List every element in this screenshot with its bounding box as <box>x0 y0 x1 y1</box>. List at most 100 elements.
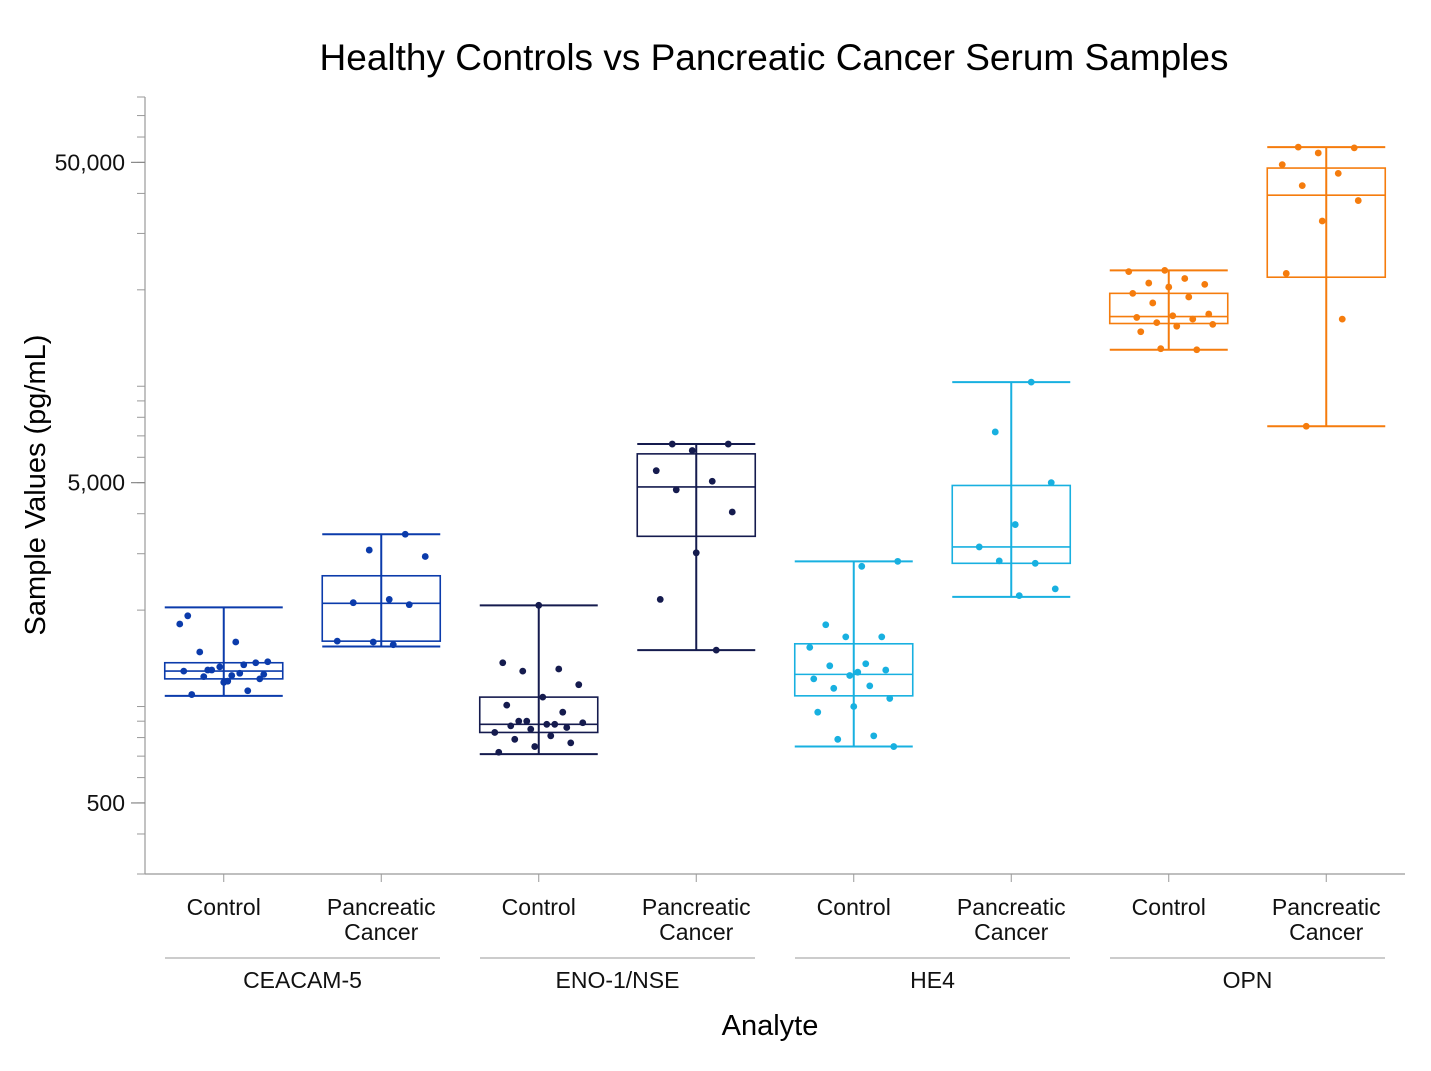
data-point <box>668 440 676 448</box>
plot-area <box>163 143 1387 756</box>
data-point <box>1278 161 1286 169</box>
data-point <box>523 717 531 725</box>
data-point <box>1318 217 1326 225</box>
x-axis-title: Analyte <box>722 1010 819 1042</box>
box <box>951 484 1072 565</box>
data-point <box>830 684 838 692</box>
data-point <box>401 530 409 538</box>
data-point <box>208 666 216 674</box>
data-point <box>1149 299 1157 307</box>
data-point <box>224 677 232 685</box>
data-point <box>862 660 870 668</box>
data-point <box>547 732 555 740</box>
data-point <box>567 739 575 747</box>
data-point <box>180 667 188 675</box>
data-point <box>1294 143 1302 151</box>
group-label: CEACAM-5 <box>243 967 362 993</box>
data-point <box>1165 283 1173 291</box>
data-point <box>1145 279 1153 287</box>
data-point <box>349 599 357 607</box>
data-point <box>511 735 519 743</box>
y-tick-label: 500 <box>87 790 125 816</box>
group-label: ENO-1/NSE <box>556 967 680 993</box>
data-point <box>894 557 902 565</box>
data-point <box>858 562 866 570</box>
x-tick-label: Cancer <box>1289 919 1363 945</box>
box <box>1108 292 1229 325</box>
data-point <box>515 717 523 725</box>
data-point <box>176 620 184 628</box>
data-point <box>531 743 539 750</box>
data-point <box>878 633 886 641</box>
data-point <box>535 601 543 609</box>
x-tick-label: Control <box>1132 894 1206 920</box>
data-point <box>1153 319 1161 327</box>
data-point <box>333 637 341 645</box>
data-point <box>559 708 567 716</box>
x-tick-label: Control <box>187 894 261 920</box>
data-point <box>1169 312 1177 320</box>
box <box>478 696 599 734</box>
data-point <box>688 447 696 454</box>
data-point <box>1125 268 1133 276</box>
y-tick-label: 5,000 <box>67 470 125 496</box>
box <box>1266 167 1387 279</box>
data-point <box>1298 182 1306 190</box>
data-point <box>672 486 680 494</box>
data-point <box>1193 346 1201 354</box>
data-point <box>184 612 192 620</box>
data-point <box>1157 345 1165 353</box>
data-point <box>991 428 999 436</box>
data-point <box>866 682 874 690</box>
data-point <box>527 725 535 733</box>
data-point <box>1185 293 1193 301</box>
axes: 500 5,000 50,000 <box>55 96 1405 882</box>
data-point <box>882 666 890 674</box>
data-point <box>236 669 244 677</box>
group-label: OPN <box>1223 967 1273 993</box>
data-point <box>1137 328 1145 336</box>
data-point <box>1027 378 1035 386</box>
box <box>793 642 914 697</box>
box <box>636 453 757 538</box>
data-point <box>503 701 511 709</box>
data-point <box>724 440 732 448</box>
data-point <box>252 659 260 667</box>
data-point <box>1282 270 1290 277</box>
data-point <box>256 675 264 683</box>
box <box>321 574 442 642</box>
data-point <box>551 720 559 728</box>
x-tick-label: Pancreatic <box>1272 894 1381 920</box>
data-point <box>405 601 413 609</box>
data-point <box>1334 169 1342 177</box>
data-point <box>575 681 583 689</box>
data-point <box>826 662 834 670</box>
data-point <box>200 673 208 681</box>
data-point <box>1133 314 1141 321</box>
data-point <box>369 638 377 646</box>
data-point <box>995 557 1003 565</box>
x-tick-label: Cancer <box>974 919 1048 945</box>
data-point <box>708 477 716 485</box>
data-point <box>260 670 268 678</box>
data-point <box>1161 266 1169 274</box>
data-point <box>1051 585 1059 593</box>
y-tick-label: 50,000 <box>55 149 125 175</box>
x-tick-label: Control <box>817 894 891 920</box>
x-tick-label: Cancer <box>344 919 418 945</box>
data-point <box>1354 197 1362 204</box>
data-point <box>975 543 983 551</box>
data-point <box>814 708 822 716</box>
data-point <box>385 596 393 603</box>
data-point <box>499 659 507 667</box>
data-point <box>692 549 700 557</box>
data-point <box>1189 315 1197 323</box>
data-point <box>870 732 878 740</box>
data-point <box>834 735 842 743</box>
data-point <box>1011 521 1019 528</box>
data-point <box>1173 322 1181 330</box>
data-point <box>579 719 587 727</box>
x-tick-label: Pancreatic <box>957 894 1066 920</box>
